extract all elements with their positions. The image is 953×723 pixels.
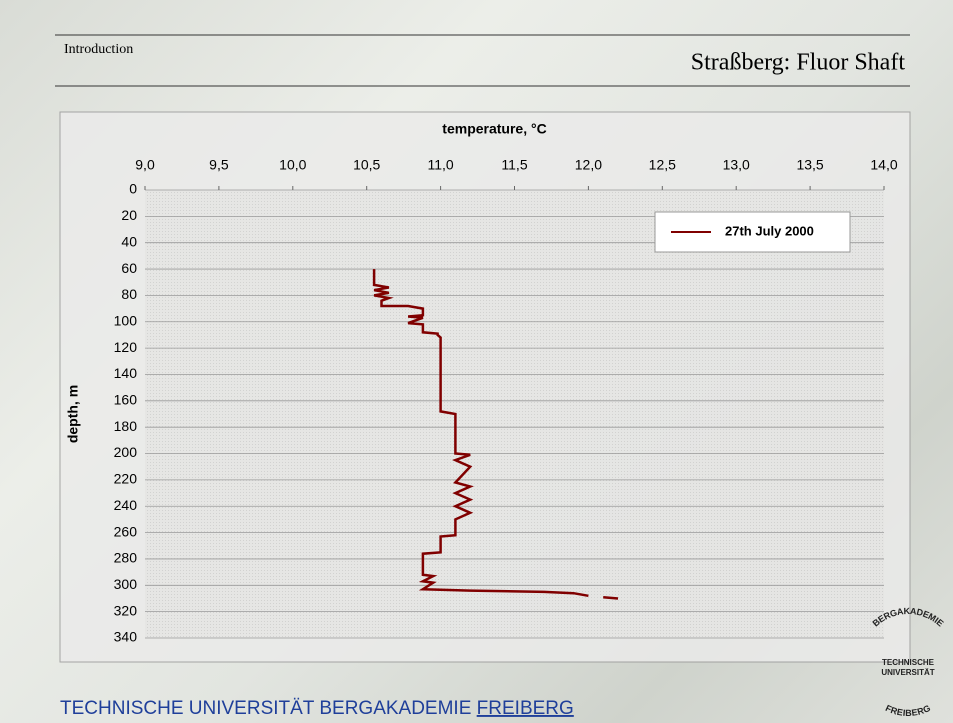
y-tick-label: 40 (121, 233, 137, 249)
x-tick-label: 13,0 (723, 157, 750, 173)
y-tick-label: 300 (114, 576, 138, 592)
y-tick-label: 220 (114, 471, 138, 487)
y-tick-label: 140 (114, 365, 138, 381)
logo-text: FREIBERG (884, 703, 932, 718)
logo-arc: FREIBERG (884, 703, 932, 718)
y-tick-label: 200 (114, 444, 138, 460)
y-tick-label: 60 (121, 260, 137, 276)
x-tick-label: 11,0 (427, 157, 453, 173)
x-tick-label: 9,0 (135, 157, 155, 173)
y-tick-label: 0 (129, 181, 137, 197)
x-tick-label: 14,0 (870, 157, 897, 173)
footer-link[interactable]: FREIBERG (477, 698, 574, 719)
y-tick-label: 180 (114, 418, 138, 434)
y-axis-title: depth, m (65, 385, 81, 443)
x-tick-label: 12,0 (575, 157, 602, 173)
legend-label: 27th July 2000 (725, 223, 814, 238)
logo-text: TECHNISCHE (882, 658, 935, 667)
footer-name: TECHNISCHE UNIVERSITÄT BERGAKADEMIE (60, 698, 471, 719)
footer-text: TECHNISCHE UNIVERSITÄT BERGAKADEMIE FREI… (60, 698, 574, 719)
x-tick-label: 10,5 (353, 157, 380, 173)
y-tick-label: 340 (114, 629, 138, 645)
y-tick-label: 160 (114, 392, 138, 408)
y-tick-label: 260 (114, 523, 138, 539)
y-tick-label: 80 (121, 286, 137, 302)
x-tick-label: 10,0 (279, 157, 306, 173)
y-tick-label: 120 (114, 339, 138, 355)
x-tick-label: 13,5 (796, 157, 823, 173)
x-tick-label: 9,5 (209, 157, 229, 173)
y-tick-label: 100 (114, 312, 138, 328)
y-tick-label: 240 (114, 497, 138, 513)
slide-title: Straßberg: Fluor Shaft (691, 50, 906, 76)
x-tick-label: 12,5 (649, 157, 676, 173)
slide-canvas: Introduction Straßberg: Fluor Shaft 0 20 4… (0, 0, 953, 723)
logo-text: UNIVERSITÄT (881, 668, 934, 677)
x-tick-label: 11,5 (501, 157, 527, 173)
x-axis-title: temperature, °C (442, 121, 546, 137)
slide: Introduction Straßberg: Fluor Shaft 0 20 4… (0, 0, 953, 723)
y-tick-label: 280 (114, 550, 138, 566)
y-tick-label: 320 (114, 602, 138, 618)
section-label: Introduction (64, 42, 133, 57)
plot-area (145, 190, 884, 638)
y-tick-label: 20 (121, 207, 137, 223)
